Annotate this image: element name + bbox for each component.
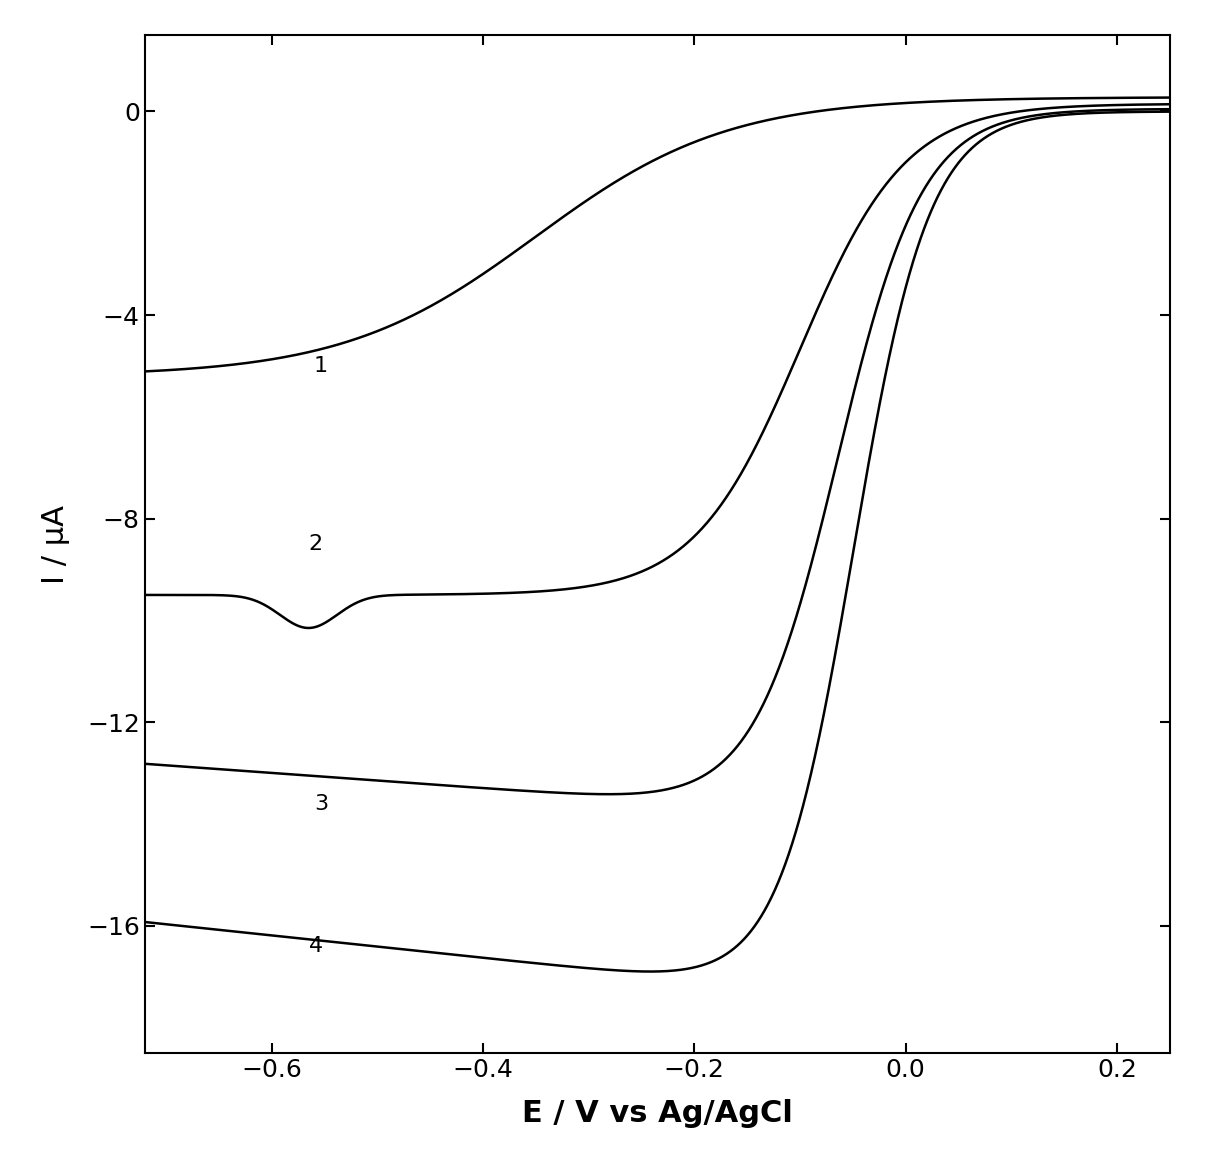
Text: 3: 3 <box>314 793 328 813</box>
Text: 4: 4 <box>309 936 323 956</box>
X-axis label: E / V vs Ag/AgCl: E / V vs Ag/AgCl <box>522 1099 792 1128</box>
Text: 2: 2 <box>309 534 323 555</box>
Text: 1: 1 <box>314 356 328 376</box>
Y-axis label: I / μA: I / μA <box>41 504 70 584</box>
